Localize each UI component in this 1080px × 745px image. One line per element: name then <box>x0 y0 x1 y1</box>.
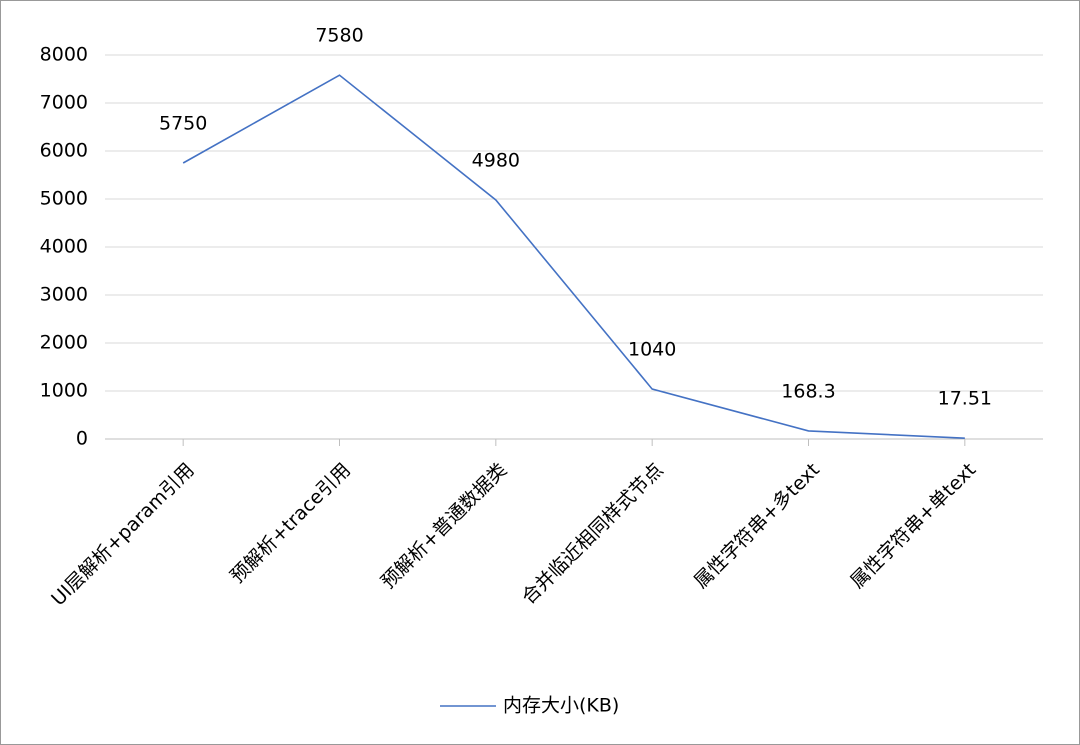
y-tick-label: 5000 <box>40 188 88 210</box>
data-label: 17.51 <box>938 388 992 410</box>
y-tick-label: 1000 <box>40 380 88 402</box>
y-tick-label: 6000 <box>40 140 88 162</box>
y-tick-label: 4000 <box>40 236 88 258</box>
y-tick-label: 2000 <box>40 332 88 354</box>
data-label: 7580 <box>315 25 363 47</box>
y-tick-label: 7000 <box>40 92 88 114</box>
data-label: 4980 <box>472 149 520 171</box>
line-series <box>182 74 965 439</box>
data-label: 168.3 <box>781 380 835 402</box>
legend-label: 内存大小(KB) <box>503 695 619 717</box>
y-tick-label: 0 <box>76 428 88 450</box>
data-label: 1040 <box>628 339 676 361</box>
y-tick-label: 8000 <box>40 44 88 66</box>
data-label: 5750 <box>159 113 207 135</box>
y-tick-label: 3000 <box>40 284 88 306</box>
